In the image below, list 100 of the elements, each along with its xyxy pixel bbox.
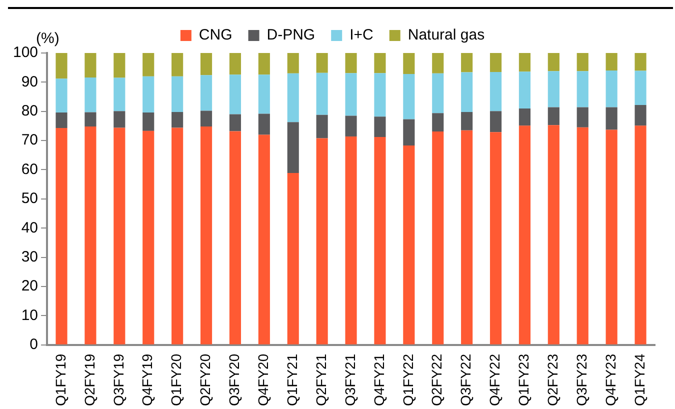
x-tick-label: Q2FY20 [197,354,214,406]
bar [374,53,386,74]
bar [200,110,212,127]
bar [548,53,560,72]
y-tick-label: 70 [21,132,38,149]
bar [142,130,154,344]
bar [200,126,212,344]
y-tick-label: 0 [30,336,38,354]
bar [432,113,444,132]
x-tick-label: Q3FY20 [226,354,242,406]
x-tick-label: Q3FY23 [573,354,590,406]
bar [56,53,68,79]
bar [548,71,560,108]
bar [634,53,646,71]
y-tick-label: 50 [21,190,38,208]
x-tick-label: Q3FY22 [458,354,474,406]
bar [374,116,386,138]
x-tick-label: Q1FY22 [400,354,416,406]
bar [490,111,502,132]
bar [606,107,618,130]
y-tick-label: 10 [21,306,38,324]
bar [84,112,96,127]
x-tick-label: Q1FY24 [631,354,648,406]
bar [403,146,415,344]
bar [258,74,270,114]
bar [345,116,357,136]
bar [172,112,184,128]
x-tick-label: Q3FY21 [342,354,358,406]
legend-label: Natural gas [408,26,485,44]
bar [287,73,299,122]
bar [548,125,560,344]
bar [403,53,415,74]
bar [576,107,588,128]
bar [490,72,502,112]
bar [114,53,126,78]
x-tick-label: Q1FY19 [52,354,68,406]
bar [518,126,531,344]
bar [461,112,473,130]
bar [461,72,473,112]
legend-label: D-PNG [266,26,316,44]
bar [142,76,154,113]
bar [634,70,646,105]
bar [345,73,357,116]
bar [258,53,270,75]
bar [84,53,96,78]
bar [403,74,415,120]
bar [576,71,588,108]
y-tick-label: 100 [12,44,38,62]
x-tick-label: Q1FY20 [168,354,184,406]
bar [432,53,444,74]
x-tick-label: Q2FY19 [81,354,98,406]
legend-label: CNG [198,26,232,44]
bar [403,119,415,146]
x-tick-label: Q2FY21 [312,354,329,406]
bar [548,107,560,126]
bar [56,78,68,113]
bar [461,53,473,72]
bar [287,122,299,173]
bar [229,114,241,132]
bar [606,53,618,71]
bar [345,53,357,74]
bar [229,74,241,114]
bar [316,72,328,115]
bar [84,126,96,344]
y-tick-label: 20 [21,278,38,295]
bar [634,104,646,126]
bar [172,53,184,76]
bar [316,114,328,138]
bar [518,53,531,72]
legend-label: I+C [350,26,374,44]
x-tick-label: Q2FY23 [544,354,561,406]
bar [229,53,241,75]
x-tick-label: Q3FY19 [110,354,126,406]
bar [634,126,646,344]
bar [461,130,473,344]
bar [576,127,588,344]
bar [316,53,328,73]
bar [606,70,618,108]
y-tick-label: 30 [21,248,38,266]
y-axis-title: (%) [36,30,60,48]
bar [229,131,241,344]
x-tick-label: Q4FY22 [486,354,503,406]
bar [432,73,444,114]
bar [316,138,328,344]
bar [142,112,154,131]
bar [576,53,588,72]
x-tick-label: Q1FY21 [284,354,300,406]
bar [258,114,270,135]
y-tick-label: 80 [21,102,38,120]
bar [114,111,126,128]
bar [84,78,96,112]
bar [374,137,386,344]
bar [287,172,299,344]
bar [432,132,444,344]
bar [172,128,184,344]
bar [114,128,126,344]
x-tick-label: Q4FY21 [370,354,387,406]
bar [258,134,270,344]
x-tick-label: Q2FY22 [428,354,445,406]
bar [56,112,68,128]
